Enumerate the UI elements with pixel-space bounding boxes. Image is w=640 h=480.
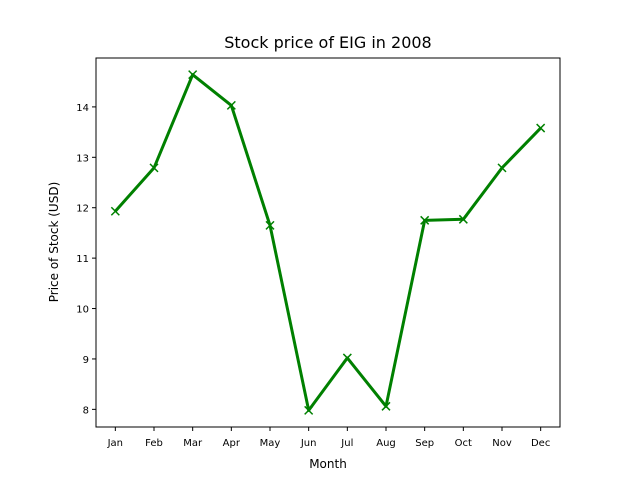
y-axis: 8 9 10 11 12 13 14	[76, 103, 96, 416]
x-tick-label: Jul	[340, 438, 353, 449]
x-tick-label: Jan	[107, 438, 123, 449]
marker-stroke	[304, 405, 314, 415]
y-tick-label: 12	[76, 204, 89, 215]
data-point-marker	[536, 123, 546, 133]
data-point-marker	[458, 214, 468, 224]
y-tick-label: 9	[83, 355, 89, 366]
y-tick-label: 13	[76, 153, 89, 164]
series-layer	[110, 70, 546, 415]
y-tick-label: 8	[83, 405, 89, 416]
marker-stroke	[226, 100, 236, 110]
plot-area-frame	[95, 57, 561, 428]
x-tick-label: Oct	[455, 438, 472, 449]
marker-stroke	[381, 401, 391, 411]
data-point-marker	[265, 220, 275, 230]
x-axis-label: Month	[309, 457, 347, 471]
y-tick-label: 10	[76, 305, 89, 316]
chart-title: Stock price of EIG in 2008	[224, 33, 431, 52]
data-point-marker	[110, 206, 120, 216]
x-tick-label: Dec	[531, 438, 550, 449]
x-tick-label: Mar	[183, 438, 203, 449]
marker-stroke	[497, 163, 507, 173]
marker-stroke	[458, 214, 468, 224]
x-tick-label: Sep	[415, 438, 434, 449]
x-tick-label: Apr	[223, 438, 241, 449]
x-tick-label: May	[260, 438, 281, 449]
data-point-marker	[188, 70, 198, 80]
x-tick-label: Feb	[145, 438, 163, 449]
data-point-marker	[304, 405, 314, 415]
marker-stroke	[265, 220, 275, 230]
data-point-marker	[497, 163, 507, 173]
x-tick-label: Aug	[376, 438, 396, 449]
marker-stroke	[110, 206, 120, 216]
data-point-marker	[149, 163, 159, 173]
y-axis-label: Price of Stock (USD)	[47, 182, 61, 303]
data-point-marker	[226, 100, 236, 110]
marker-stroke	[342, 353, 352, 363]
data-point-marker	[420, 215, 430, 225]
x-tick-label: Jun	[300, 438, 317, 449]
y-tick-label: 11	[76, 254, 89, 265]
marker-stroke	[149, 163, 159, 173]
x-tick-label: Nov	[492, 438, 512, 449]
data-point-marker	[381, 401, 391, 411]
series-line	[114, 73, 542, 412]
y-tick-label: 14	[76, 103, 89, 114]
x-axis: Jan Feb Mar Apr May Jun Jul Aug Sep Oct Nov Dec	[107, 427, 550, 449]
marker-stroke	[188, 70, 198, 80]
marker-stroke	[536, 123, 546, 133]
data-point-marker	[342, 353, 352, 363]
marker-stroke	[420, 215, 430, 225]
